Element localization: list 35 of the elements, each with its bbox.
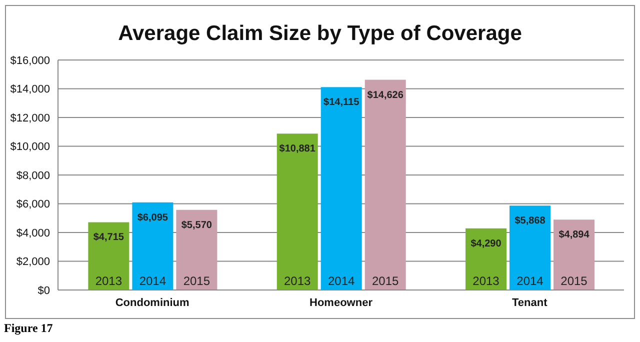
data-label: $5,868	[514, 216, 546, 227]
x-tick-label: Condominium	[115, 296, 190, 309]
series-label: 2013	[95, 274, 122, 288]
caption: Figure 17	[4, 321, 53, 336]
data-label: $14,115	[324, 97, 360, 108]
bar	[320, 87, 362, 290]
x-tick-label: Homeowner	[310, 296, 374, 309]
x-tick-label: Tenant	[512, 296, 548, 309]
y-tick-label: $6,000	[16, 198, 50, 211]
text: 2014	[516, 274, 544, 288]
text: 2013	[284, 274, 311, 288]
text: 2015	[560, 274, 588, 288]
y-tick-label: $12,000	[10, 112, 50, 124]
series-label: 2015	[183, 274, 210, 288]
text: 2015	[372, 274, 399, 288]
text: 2013	[472, 274, 500, 288]
y-tick-label: $8,000	[16, 170, 50, 182]
data-label: $4,894	[558, 230, 590, 241]
data-label: $4,715	[93, 232, 124, 244]
y-tick-label: $10,000	[10, 141, 50, 154]
bar	[276, 134, 318, 290]
y-tick-label: $14,000	[10, 84, 50, 96]
y-tick-label: $2,000	[16, 256, 50, 268]
data-label: $5,570	[181, 220, 212, 231]
bar	[364, 80, 406, 290]
data-label: $4,290	[470, 238, 502, 250]
text: 2014	[328, 274, 355, 288]
data-label: $6,095	[137, 212, 168, 224]
data-label: $14,626	[367, 90, 404, 101]
data-label: $10,881	[279, 144, 316, 155]
y-tick-label: $4,000	[16, 227, 50, 240]
y-tick-label: $0	[38, 284, 50, 297]
chart-title: Average Claim Size by Type of Coverage	[117, 22, 523, 47]
y-tick-label: $16,000	[10, 54, 50, 67]
series-label: 2014	[139, 274, 166, 288]
